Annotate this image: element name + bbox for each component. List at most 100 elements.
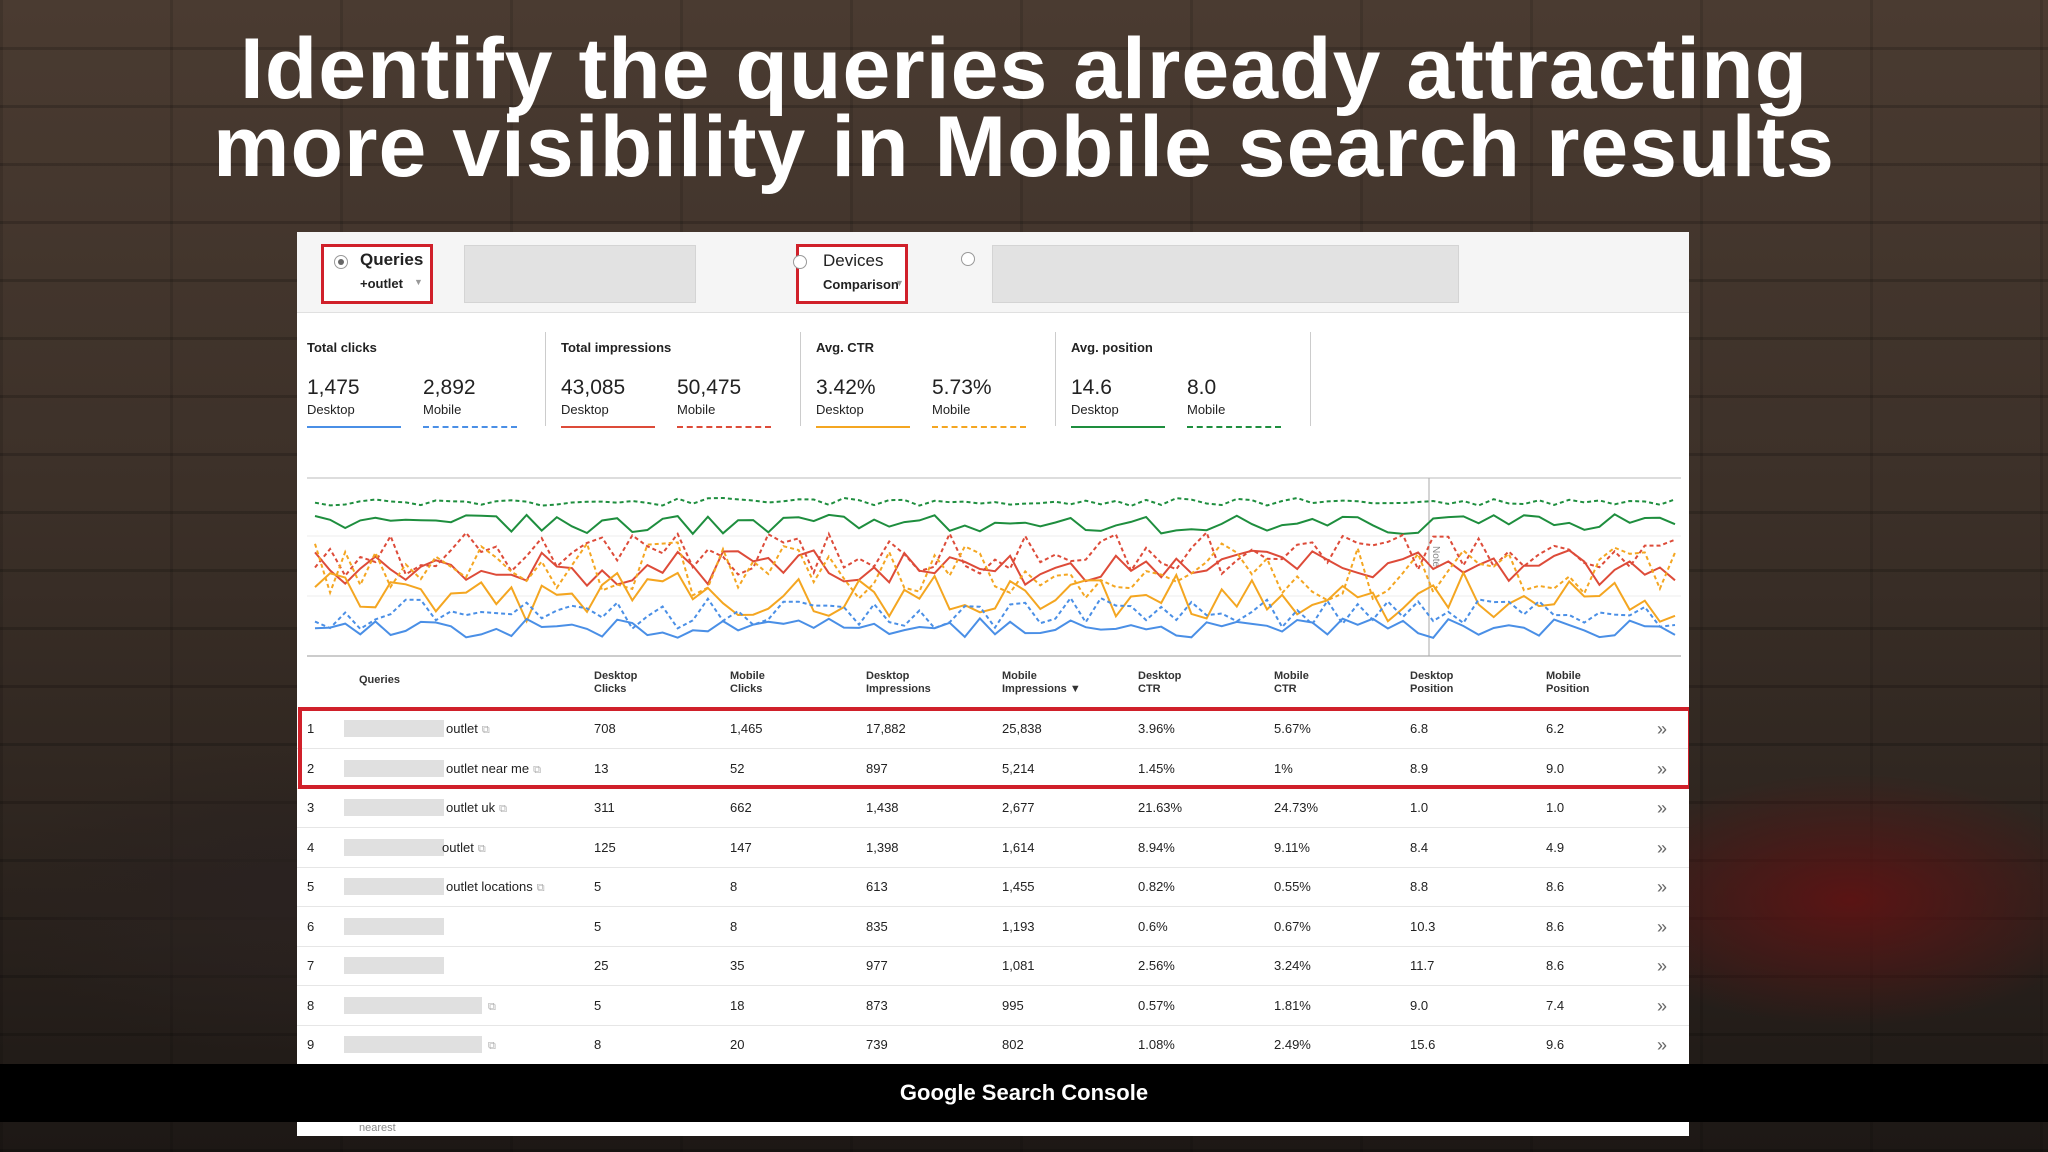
table-row[interactable]: 5 outlet locations ⧉ 5 8 613 1,455 0.82% 0.55% 8.…: [297, 867, 1689, 907]
cell-di: 897: [866, 760, 888, 776]
cell-di: 739: [866, 1037, 888, 1052]
query-text[interactable]: outlet uk ⧉: [446, 800, 507, 816]
query-text[interactable]: outlet ⧉: [446, 721, 490, 737]
cell-mctr: 3.24%: [1274, 958, 1311, 973]
chart-series-line-1: [314, 496, 1676, 507]
expand-chevron-icon[interactable]: »: [1656, 837, 1667, 858]
col-header-line: Position: [1410, 683, 1454, 695]
desktop-line-swatch: [307, 426, 401, 428]
extra-radio[interactable]: [961, 252, 975, 266]
metric-avg-position: Avg. position 14.6 Desktop 8.0 Mobile: [1055, 332, 1316, 428]
expand-chevron-icon[interactable]: »: [1656, 719, 1667, 739]
external-link-icon[interactable]: ⧉: [488, 1040, 496, 1052]
col-header-desktop-clicks[interactable]: Desktop Clicks: [594, 670, 637, 696]
metric-mobile-value: 50,475: [677, 376, 742, 399]
table-row[interactable]: 8 ⧉ 5 18 873 995 0.57% 1.81% 9.0 7.4 »: [297, 986, 1689, 1026]
slide-title-line-2: more visibility in Mobile search results: [213, 99, 1835, 195]
expand-chevron-icon[interactable]: »: [1656, 798, 1667, 818]
col-header-mobile-position[interactable]: Mobile Position: [1546, 670, 1589, 696]
metric-mobile-value: 2,892: [423, 376, 476, 399]
external-link-icon[interactable]: ⧉: [533, 763, 541, 776]
col-header-mobile-ctr[interactable]: Mobile CTR: [1274, 670, 1309, 696]
col-header-line: Position: [1546, 683, 1590, 695]
col-header-desktop-ctr[interactable]: Desktop CTR: [1138, 670, 1181, 696]
external-link-icon[interactable]: ⧉: [488, 1000, 496, 1013]
col-header-line: Impressions: [866, 683, 931, 695]
chart-series-line-3: [314, 530, 1676, 578]
cell-mi: 1,081: [1002, 958, 1035, 973]
col-header-mobile-clicks[interactable]: Mobile Clicks: [730, 670, 765, 696]
cell-mc: 8: [730, 918, 738, 934]
chart-series-line-0: [314, 513, 1676, 536]
col-header-desktop-impressions[interactable]: Desktop Impressions: [866, 670, 931, 696]
metric-mobile-label: Mobile: [677, 402, 716, 417]
expand-chevron-icon[interactable]: »: [1656, 916, 1667, 937]
col-header-mobile-impressions[interactable]: Mobile Impressions ▼: [1002, 670, 1081, 696]
devices-filter[interactable]: Devices Comparison ▼: [793, 244, 908, 304]
expand-chevron-icon[interactable]: »: [1656, 758, 1667, 779]
metric-desktop-label: Desktop: [1071, 402, 1119, 417]
table-row[interactable]: 9 ⧉ 8 20 739 802 1.08% 2.49% 15.6 9.6 »: [297, 1025, 1689, 1065]
queries-filter[interactable]: Queries +outlet ▼: [321, 244, 433, 304]
expand-chevron-icon[interactable]: »: [1656, 995, 1667, 1016]
cell-dp: 8.4: [1410, 839, 1429, 855]
queries-radio[interactable]: [334, 255, 348, 269]
slide-title-line-1: Identify the queries already attracting: [239, 21, 1809, 117]
cell-dp: 8.9: [1410, 760, 1429, 776]
cell-mctr: 1%: [1274, 760, 1293, 776]
query-text[interactable]: ⧉: [484, 1037, 496, 1053]
metric-desktop-value: 14.6: [1071, 376, 1112, 399]
table-row[interactable]: 6 5 8 835 1,193 0.6% 0.67% 10.3 8.6 »: [297, 907, 1689, 947]
col-header-line: Clicks: [594, 683, 627, 695]
cell-dp: 6.8: [1410, 721, 1429, 736]
table-row[interactable]: 4 outlet ⧉ 125 147 1,398 1,614 8.94% 9.11% 8.4 4.9…: [297, 828, 1689, 868]
cell-dc: 5: [594, 997, 602, 1013]
expand-chevron-icon[interactable]: »: [1656, 1035, 1667, 1055]
table-row[interactable]: 1 outlet ⧉ 708 1,465 17,882 25,838 3.96% 5.67% 6.…: [297, 709, 1689, 749]
devices-radio[interactable]: [793, 255, 807, 269]
table-row[interactable]: 7 25 35 977 1,081 2.56% 3.24% 11.7 8.6 »: [297, 946, 1689, 986]
row-number: 8: [307, 997, 315, 1013]
filter-bar: Queries +outlet ▼ Devices Comparison ▼: [297, 232, 1689, 313]
cell-dp: 9.0: [1410, 997, 1429, 1013]
cell-di: 835: [866, 918, 888, 934]
query-text[interactable]: outlet near me ⧉: [446, 761, 541, 777]
expand-chevron-icon[interactable]: »: [1656, 877, 1667, 897]
col-header-desktop-position[interactable]: Desktop Position: [1410, 670, 1453, 696]
query-text[interactable]: outlet ⧉: [442, 840, 486, 856]
cell-mctr: 0.55%: [1274, 879, 1311, 894]
query-label: outlet near me: [446, 760, 530, 776]
cell-di: 1,438: [866, 800, 899, 815]
col-header-line: Desktop: [1138, 670, 1182, 682]
metric-avg-ctr: Avg. CTR 3.42% Desktop 5.73% Mobile: [800, 332, 1056, 428]
cell-mc: 662: [730, 800, 752, 815]
cell-di: 977: [866, 958, 888, 973]
cell-dctr: 1.08%: [1138, 1037, 1175, 1052]
cell-dp: 1.0: [1410, 800, 1429, 815]
external-link-icon[interactable]: ⧉: [481, 724, 490, 736]
cell-dctr: 0.82%: [1138, 879, 1175, 894]
col-header-line: Mobile: [730, 670, 765, 682]
dropdown-caret-icon: ▼: [895, 278, 904, 288]
table-row[interactable]: 3 outlet uk ⧉ 311 662 1,438 2,677 21.63% 24.73% 1…: [297, 788, 1689, 828]
redacted-query-text: [344, 957, 444, 974]
external-link-icon[interactable]: ⧉: [477, 842, 486, 855]
search-console-panel: Queries +outlet ▼ Devices Comparison ▼ T…: [297, 232, 1689, 1136]
cell-dctr: 0.6%: [1138, 918, 1168, 934]
cell-dctr: 8.94%: [1138, 839, 1175, 855]
query-text[interactable]: ⧉: [484, 998, 496, 1014]
cell-mi: 1,614: [1002, 839, 1035, 855]
cell-dp: 10.3: [1410, 918, 1436, 934]
query-label: outlet: [446, 721, 478, 736]
external-link-icon[interactable]: ⧉: [536, 882, 545, 894]
slide-caption: Google Search Console: [0, 1064, 2048, 1122]
devices-filter-label: Devices: [823, 251, 884, 270]
col-header-line: CTR: [1274, 683, 1297, 695]
external-link-icon[interactable]: ⧉: [499, 803, 508, 815]
col-header-line: Desktop: [1410, 670, 1454, 682]
metric-desktop-value: 43,085: [561, 376, 626, 399]
metric-divider: [1055, 332, 1056, 426]
metric-desktop-value: 3.42%: [816, 376, 876, 399]
expand-chevron-icon[interactable]: »: [1656, 956, 1667, 976]
query-text[interactable]: outlet locations ⧉: [446, 879, 545, 895]
